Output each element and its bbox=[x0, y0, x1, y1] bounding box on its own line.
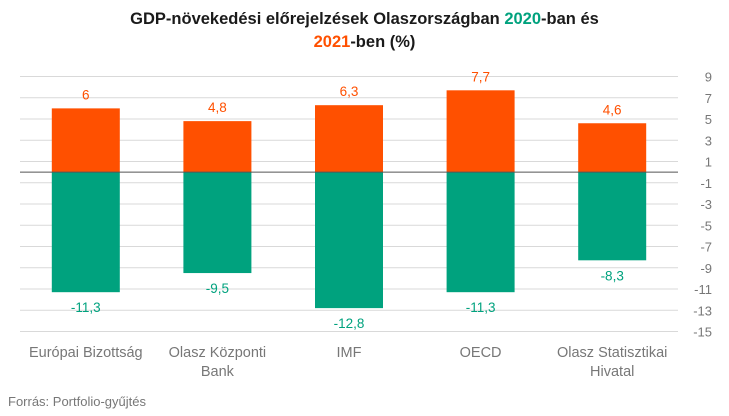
data-label-2021: 7,7 bbox=[471, 69, 490, 84]
bar-2021 bbox=[51, 108, 120, 173]
bars bbox=[51, 90, 647, 309]
bar-2020 bbox=[446, 172, 515, 293]
data-label-2021: 6 bbox=[82, 87, 90, 102]
bar-2021 bbox=[183, 121, 252, 173]
x-category-label: Olasz Statisztikai bbox=[557, 345, 667, 361]
y-tick-label: -7 bbox=[700, 240, 712, 255]
bar-2021 bbox=[578, 123, 647, 173]
source-note: Forrás: Portfolio-gyűjtés bbox=[8, 394, 146, 409]
y-tick-label: 3 bbox=[705, 133, 712, 148]
data-label-2020: -12,8 bbox=[334, 316, 365, 331]
data-label-2020: -8,3 bbox=[601, 268, 624, 283]
y-tick-label: 1 bbox=[705, 155, 712, 170]
x-category-label: Olasz Központi bbox=[169, 345, 267, 361]
bar-2020 bbox=[315, 172, 383, 309]
y-tick-label: 9 bbox=[705, 70, 712, 85]
data-label-2021: 4,6 bbox=[603, 102, 622, 117]
y-tick-label: 5 bbox=[705, 112, 712, 127]
chart-title: GDP-növekedési előrejelzések Olaszország… bbox=[0, 8, 729, 54]
data-label-2021: 6,3 bbox=[340, 84, 359, 99]
y-tick-label: -3 bbox=[700, 197, 712, 212]
x-axis-labels: Európai Bizottság Olasz Központi Bank IMF OE… bbox=[29, 345, 667, 380]
y-tick-label: -1 bbox=[700, 176, 712, 191]
title-part2: -ban és bbox=[541, 10, 599, 28]
data-label-2020: -11,3 bbox=[71, 300, 101, 315]
data-label-2020: -11,3 bbox=[466, 300, 496, 315]
y-tick-label: -15 bbox=[693, 325, 712, 340]
x-category-label: IMF bbox=[337, 345, 362, 361]
y-tick-label: 7 bbox=[705, 91, 712, 106]
data-label-2020: -9,5 bbox=[206, 281, 229, 296]
data-labels: 6 -11,3 4,8 -9,5 6,3 -12,8 7,7 -11,3 4,6 -8,3 bbox=[71, 69, 624, 331]
y-tick-label: -13 bbox=[693, 303, 712, 318]
bar-2020 bbox=[183, 172, 252, 274]
bar-2020 bbox=[51, 172, 120, 293]
y-tick-label: -11 bbox=[694, 282, 712, 297]
y-tick-label: -9 bbox=[700, 261, 712, 276]
x-category-label: OECD bbox=[460, 345, 502, 361]
title-part1: GDP-növekedési előrejelzések Olaszország… bbox=[130, 10, 505, 28]
y-axis-ticks: 9 7 5 3 1 -1 -3 -5 -7 -9 -11 -13 -15 bbox=[693, 70, 712, 340]
x-category-label: Hivatal bbox=[590, 364, 634, 380]
data-label-2021: 4,8 bbox=[208, 100, 227, 115]
x-category-label: Európai Bizottság bbox=[29, 345, 143, 361]
x-category-label: Bank bbox=[201, 364, 235, 380]
bar-2021 bbox=[315, 105, 383, 173]
y-tick-label: -5 bbox=[700, 218, 712, 233]
bar-2021 bbox=[446, 90, 515, 173]
title-year-2021: 2021 bbox=[313, 33, 351, 51]
title-year-2020: 2020 bbox=[504, 10, 542, 28]
title-part3: -ben (%) bbox=[350, 33, 416, 51]
bar-2020 bbox=[578, 172, 647, 261]
